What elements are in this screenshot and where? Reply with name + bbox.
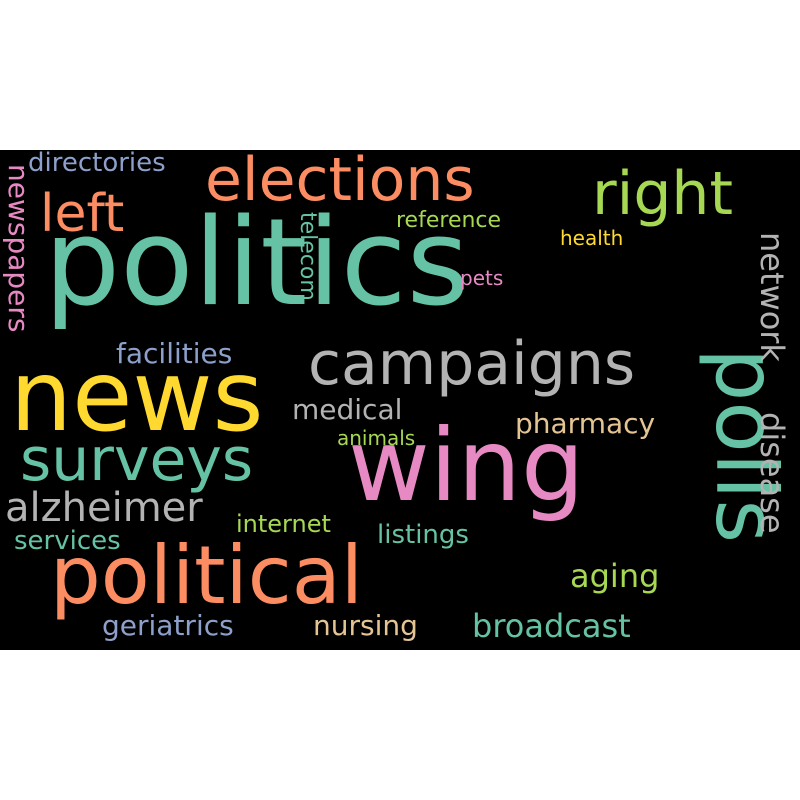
word-elections: elections <box>205 150 475 215</box>
word-alzheimer: alzheimer <box>5 485 203 531</box>
word-news: news <box>10 340 264 454</box>
word-cloud: politics news wing polls political elect… <box>0 150 800 650</box>
word-network: network <box>753 232 791 362</box>
word-internet: internet <box>236 510 331 538</box>
word-medical: medical <box>292 393 403 426</box>
word-wing: wing <box>348 407 585 524</box>
word-political: political <box>50 529 364 622</box>
word-pets: pets <box>460 266 504 290</box>
word-directories: directories <box>28 150 166 178</box>
word-facilities: facilities <box>116 337 233 370</box>
word-listings: listings <box>377 520 469 550</box>
word-services: services <box>14 526 121 556</box>
word-disease: disease <box>753 412 791 534</box>
word-aging: aging <box>570 557 660 595</box>
word-telecom: telecom <box>295 212 320 301</box>
word-surveys: surveys <box>20 425 254 495</box>
word-campaigns: campaigns <box>308 329 636 399</box>
word-pharmacy: pharmacy <box>515 407 656 440</box>
word-broadcast: broadcast <box>472 607 631 645</box>
word-nursing: nursing <box>313 609 418 642</box>
word-geriatrics: geriatrics <box>102 609 234 642</box>
word-animals: animals <box>337 426 416 450</box>
word-reference: reference <box>396 208 502 233</box>
word-politics: politics <box>44 194 470 333</box>
word-newspapers: newspapers <box>2 164 35 333</box>
word-right: right <box>592 159 733 229</box>
word-left: left <box>40 184 125 244</box>
word-health: health <box>560 226 624 250</box>
